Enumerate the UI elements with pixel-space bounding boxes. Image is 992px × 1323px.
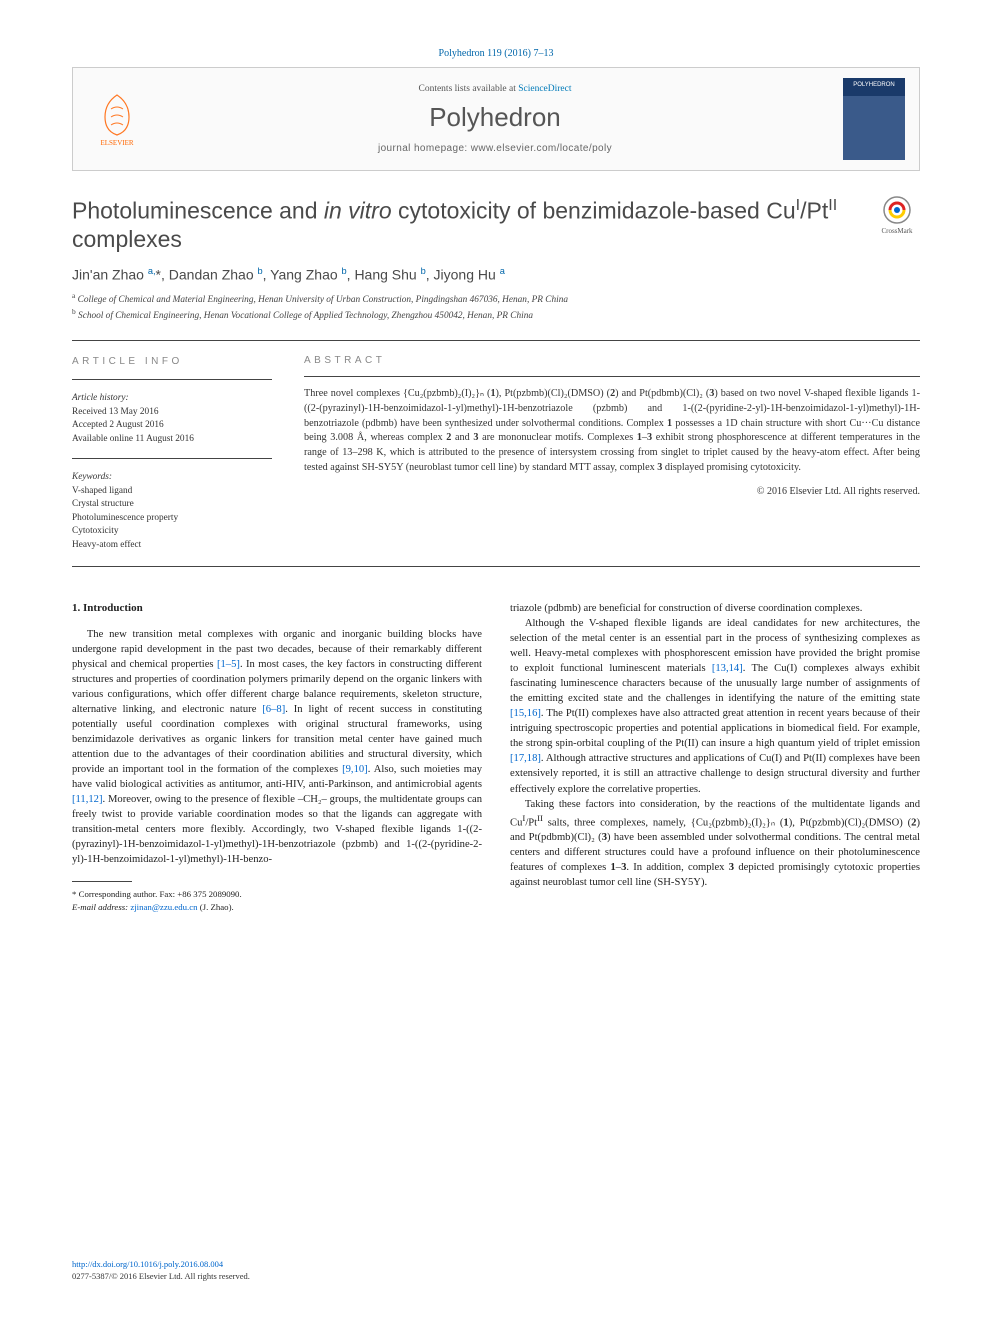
keyword: Heavy-atom effect xyxy=(72,539,272,552)
crossmark-badge[interactable]: CrossMark xyxy=(874,195,920,241)
section-heading: 1. Introduction xyxy=(72,601,482,617)
footnote-rule xyxy=(72,881,132,882)
keyword: Photoluminescence property xyxy=(72,512,272,525)
contents-available: Contents lists available at ScienceDirec… xyxy=(171,84,819,94)
article-info-header: ARTICLE INFO xyxy=(72,355,272,370)
body-column-right: triazole (pdbmb) are beneficial for cons… xyxy=(510,601,920,913)
history-item: Accepted 2 August 2016 xyxy=(72,419,272,432)
sciencedirect-link[interactable]: ScienceDirect xyxy=(518,84,571,94)
header-center: Contents lists available at ScienceDirec… xyxy=(161,84,829,154)
body-paragraph: The new transition metal complexes with … xyxy=(72,627,482,868)
article-title: Photoluminescence and in vitro cytotoxic… xyxy=(72,195,858,254)
keyword: Crystal structure xyxy=(72,498,272,511)
keywords-label: Keywords: xyxy=(72,471,272,484)
abstract-header: ABSTRACT xyxy=(304,355,920,366)
history-label: Article history: xyxy=(72,392,272,405)
journal-cover-thumb: POLYHEDRON xyxy=(843,78,905,160)
citation-line: Polyhedron 119 (2016) 7–13 xyxy=(72,48,920,59)
history-item: Available online 11 August 2016 xyxy=(72,433,272,446)
rule-top xyxy=(72,340,920,341)
affiliations: a College of Chemical and Material Engin… xyxy=(72,291,920,324)
elsevier-logo: ELSEVIER xyxy=(87,84,147,154)
email-link[interactable]: zjinan@zzu.edu.cn xyxy=(130,902,197,912)
body-paragraph: Taking these factors into consideration,… xyxy=(510,797,920,891)
corresponding-author-footnote: * Corresponding author. Fax: +86 375 208… xyxy=(72,888,482,913)
body-paragraph: triazole (pdbmb) are beneficial for cons… xyxy=(510,601,920,616)
journal-homepage: journal homepage: www.elsevier.com/locat… xyxy=(171,143,819,154)
abstract-column: ABSTRACT Three novel complexes {Cu₂(pzbm… xyxy=(304,355,920,552)
copyright-line: © 2016 Elsevier Ltd. All rights reserved… xyxy=(304,486,920,497)
journal-header: ELSEVIER Contents lists available at Sci… xyxy=(72,67,920,171)
body-column-left: 1. Introduction The new transition metal… xyxy=(72,601,482,913)
doi-link[interactable]: http://dx.doi.org/10.1016/j.poly.2016.08… xyxy=(72,1259,223,1269)
issn-line: 0277-5387/© 2016 Elsevier Ltd. All right… xyxy=(72,1271,250,1281)
keyword: Cytotoxicity xyxy=(72,525,272,538)
abstract-text: Three novel complexes {Cu₂(pzbmb)₂(I)₂}ₙ… xyxy=(304,387,920,476)
history-item: Received 13 May 2016 xyxy=(72,406,272,419)
body-paragraph: Although the V-shaped flexible ligands a… xyxy=(510,616,920,796)
author-list: Jin'an Zhao a,*, Dandan Zhao b, Yang Zha… xyxy=(72,266,920,283)
article-info-column: ARTICLE INFO Article history: Received 1… xyxy=(72,355,272,552)
rule-bottom xyxy=(72,566,920,567)
footer: http://dx.doi.org/10.1016/j.poly.2016.08… xyxy=(72,1259,250,1283)
journal-name: Polyhedron xyxy=(171,102,819,133)
keyword: V-shaped ligand xyxy=(72,485,272,498)
